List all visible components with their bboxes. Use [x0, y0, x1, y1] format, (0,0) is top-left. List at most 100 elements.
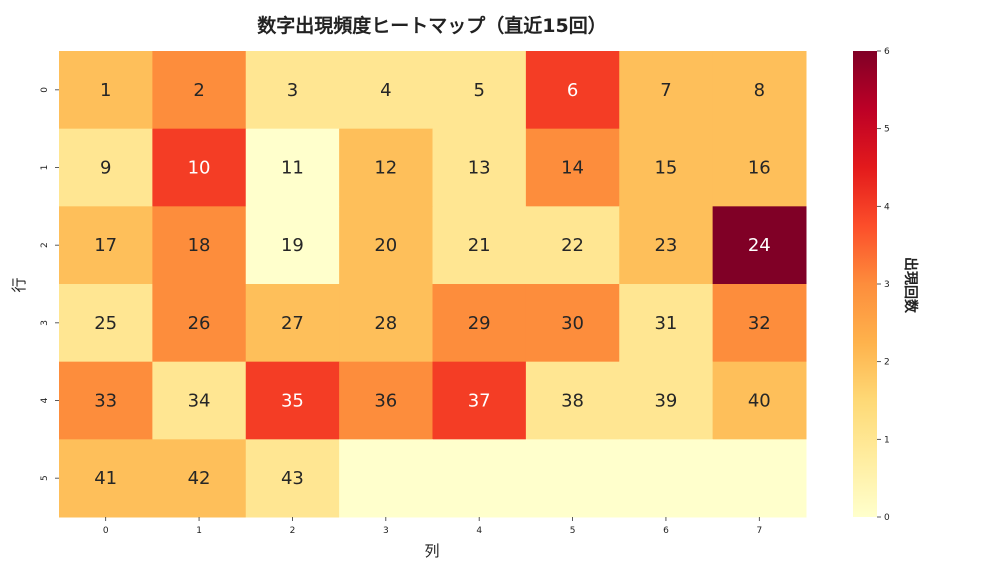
cell-annotation: 42 — [188, 468, 211, 489]
y-tick-label: 3 — [40, 320, 50, 326]
cell-annotation: 39 — [654, 391, 677, 412]
cell-annotation: 11 — [281, 158, 304, 179]
y-tick-label: 1 — [40, 165, 50, 171]
cell-annotation: 40 — [748, 391, 771, 412]
heatmap-cell — [712, 128, 807, 207]
heatmap-cell — [339, 284, 433, 363]
cell-annotation: 35 — [281, 391, 304, 412]
cell-annotation: 9 — [100, 158, 111, 179]
y-tick-label: 4 — [40, 397, 50, 403]
heatmap-cell — [245, 284, 340, 363]
cell-annotation: 20 — [374, 235, 397, 256]
heatmap-cell — [245, 439, 340, 518]
heatmap-cell — [619, 51, 714, 130]
y-tick-label: 2 — [40, 242, 50, 248]
heatmap-cell — [619, 128, 714, 207]
cell-annotation: 18 — [188, 235, 211, 256]
heatmap-cell — [432, 284, 527, 363]
cell-annotation: 12 — [374, 158, 397, 179]
cell-annotation: 37 — [468, 391, 491, 412]
heatmap-cell — [525, 206, 620, 285]
heatmap-cell — [152, 206, 247, 285]
y-tick-label: 0 — [40, 87, 50, 93]
cell-annotation: 14 — [561, 158, 584, 179]
x-tick-label: 6 — [663, 526, 669, 536]
heatmap-cell — [245, 206, 340, 285]
cell-annotation: 31 — [654, 313, 677, 334]
y-axis-ticks: 0 1 2 3 4 5 — [40, 87, 59, 481]
cell-annotation: 32 — [748, 313, 771, 334]
heatmap-cell — [339, 206, 433, 285]
heatmap-cell — [152, 128, 247, 207]
heatmap-cell — [59, 439, 153, 518]
heatmap-cell — [152, 51, 247, 130]
cell-annotation: 38 — [561, 391, 584, 412]
colorbar: 0 1 2 3 4 5 6 — [853, 47, 890, 523]
heatmap-cell — [619, 206, 714, 285]
x-axis-label: 列 — [424, 542, 439, 560]
heatmap-cell — [59, 128, 153, 207]
heatmap-cell — [619, 284, 714, 363]
heatmap-cell — [152, 361, 247, 440]
x-tick-label: 2 — [290, 526, 296, 536]
cell-annotation: 1 — [100, 80, 111, 101]
heatmap-cell — [339, 439, 433, 518]
x-tick-label: 0 — [103, 526, 109, 536]
cell-annotation: 7 — [660, 80, 671, 101]
cell-annotation: 26 — [188, 313, 211, 334]
cell-annotation: 24 — [748, 235, 771, 256]
heatmap-cell — [339, 361, 433, 440]
cell-annotation: 16 — [748, 158, 771, 179]
cell-annotation: 2 — [193, 80, 204, 101]
x-tick-label: 4 — [476, 526, 482, 536]
heatmap-cell — [619, 361, 714, 440]
cell-annotation: 33 — [94, 391, 117, 412]
y-tick-label: 5 — [40, 475, 50, 481]
cell-annotation: 4 — [380, 80, 391, 101]
cell-annotation: 19 — [281, 235, 304, 256]
cell-annotation: 27 — [281, 313, 304, 334]
heatmap-cell — [59, 284, 153, 363]
colorbar-label: 出現回数 — [902, 257, 919, 314]
cell-annotation: 34 — [188, 391, 211, 412]
cell-annotation: 10 — [188, 158, 211, 179]
heatmap-cell — [712, 439, 807, 518]
heatmap-cell — [525, 284, 620, 363]
heatmap-cell — [339, 128, 433, 207]
heatmap-cell — [339, 51, 433, 130]
cell-annotation: 5 — [473, 80, 484, 101]
cell-annotation: 28 — [374, 313, 397, 334]
y-axis-label: 行 — [10, 277, 28, 292]
heatmap-cell — [59, 361, 153, 440]
chart-title: 数字出現頻度ヒートマップ（直近15回） — [257, 14, 606, 37]
heatmap-cell — [525, 51, 620, 130]
cell-annotation: 8 — [754, 80, 765, 101]
colorbar-tick-label: 2 — [884, 358, 890, 368]
heatmap-cell — [152, 439, 247, 518]
cell-annotation: 6 — [567, 80, 578, 101]
x-tick-label: 3 — [383, 526, 389, 536]
heatmap-cell — [712, 206, 807, 285]
x-tick-label: 5 — [570, 526, 576, 536]
cell-annotation: 17 — [94, 235, 117, 256]
heatmap-cell — [152, 284, 247, 363]
heatmap-cell — [525, 361, 620, 440]
heatmap-cell — [245, 51, 340, 130]
heatmap-cell — [59, 51, 153, 130]
cell-annotation: 15 — [654, 158, 677, 179]
cell-annotation: 3 — [287, 80, 298, 101]
cell-annotation: 43 — [281, 468, 304, 489]
cell-annotation: 13 — [468, 158, 491, 179]
heatmap-cell — [245, 361, 340, 440]
cell-annotation: 30 — [561, 313, 584, 334]
x-tick-label: 1 — [196, 526, 202, 536]
heatmap-cell — [59, 206, 153, 285]
colorbar-tick-label: 3 — [884, 280, 890, 290]
colorbar-tick-label: 5 — [884, 125, 890, 135]
colorbar-tick-label: 6 — [884, 47, 890, 57]
cell-annotation: 36 — [374, 391, 397, 412]
cell-annotation: 23 — [654, 235, 677, 256]
x-axis-ticks: 0 1 2 3 4 5 6 7 — [103, 517, 762, 536]
